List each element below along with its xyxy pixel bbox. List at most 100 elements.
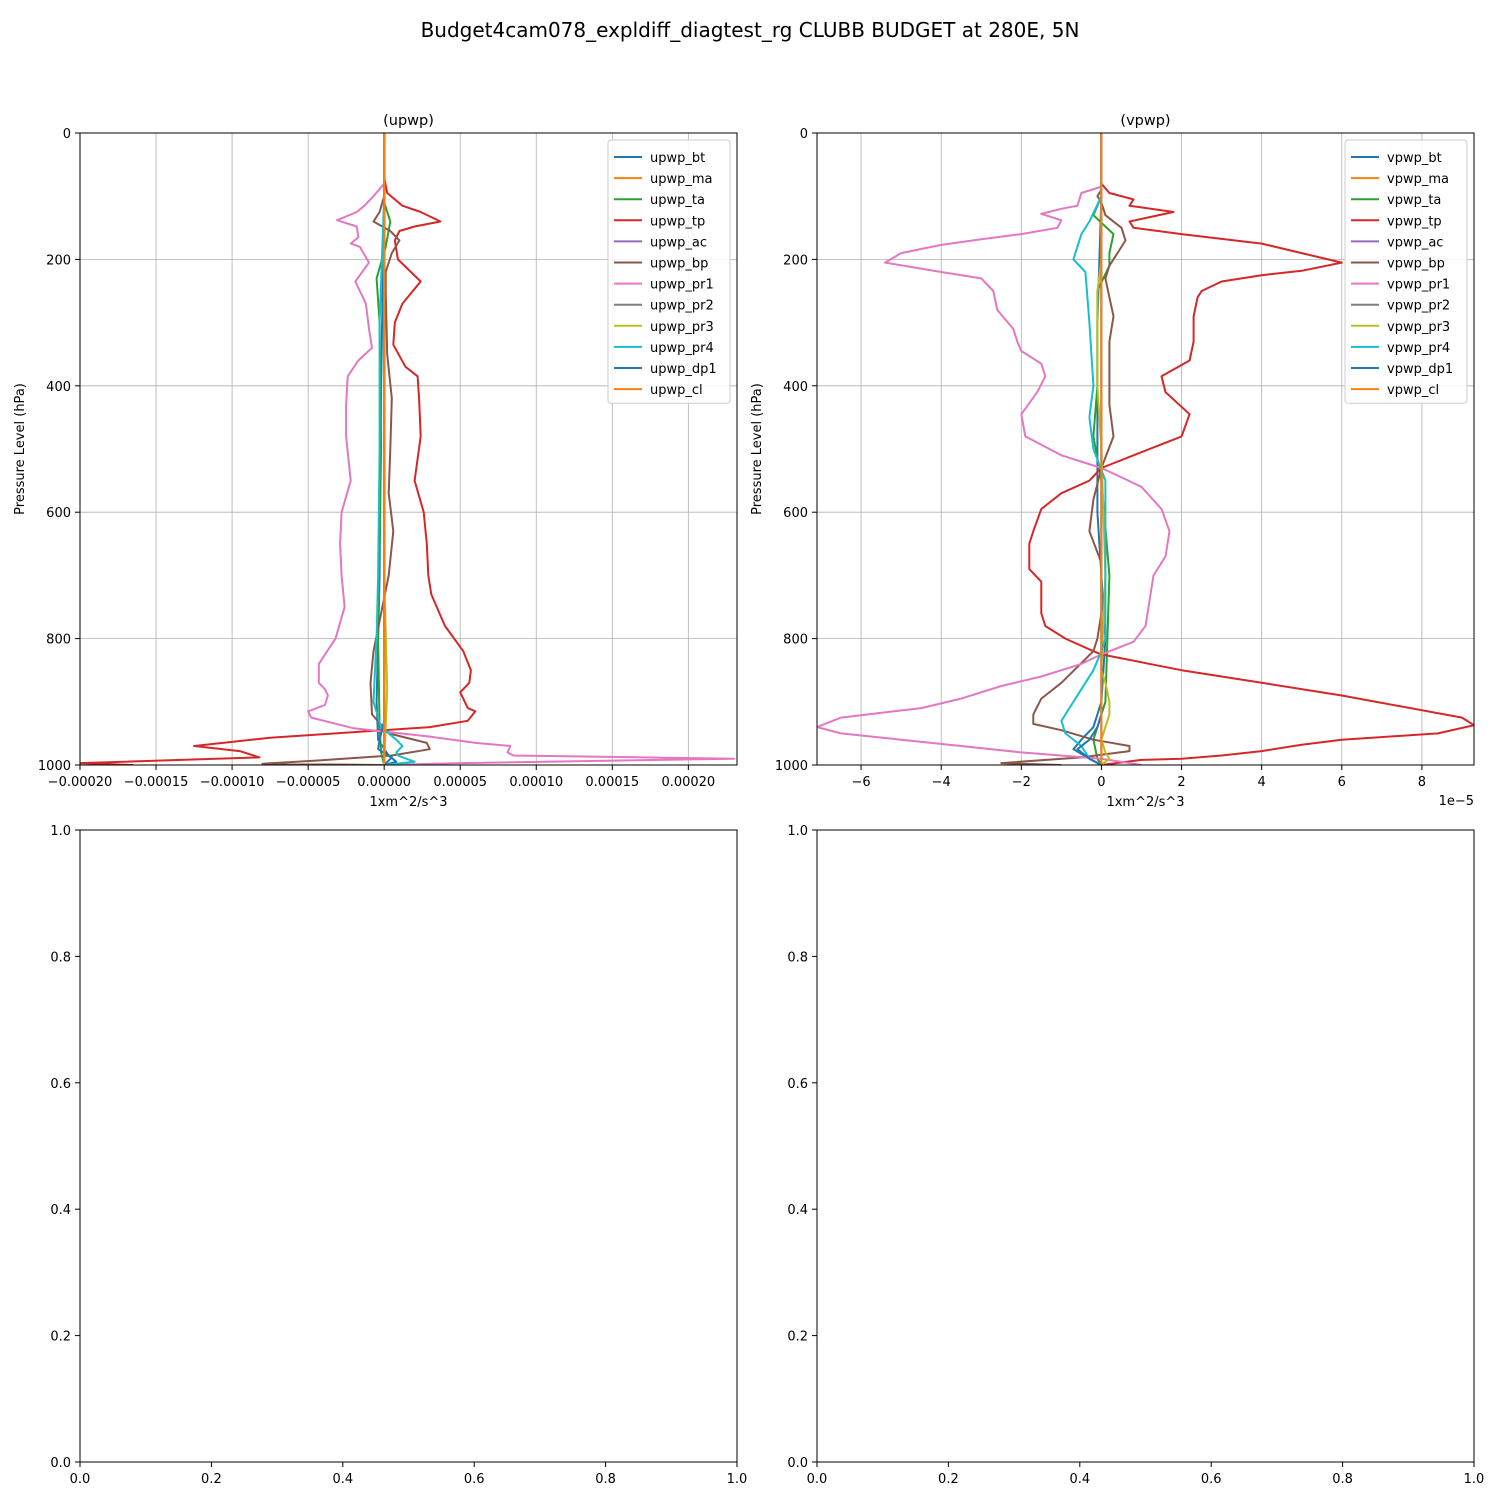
x-tick-label: 0.0: [70, 1472, 91, 1487]
x-tick-label: 0.6: [1201, 1472, 1222, 1487]
legend-label-upwp_ac: upwp_ac: [650, 235, 707, 250]
legend-label-vpwp_pr1: vpwp_pr1: [1387, 278, 1450, 293]
legend-label-upwp_dp1: upwp_dp1: [650, 362, 717, 377]
y-tick-label: 0.6: [787, 1077, 808, 1092]
series-group: [817, 133, 1474, 765]
legend-box: [1344, 139, 1468, 404]
y-tick-label: 0.6: [50, 1077, 71, 1092]
legend-label-upwp_tp: upwp_tp: [650, 214, 705, 229]
series-line-vpwp_pr4: [1060, 133, 1107, 765]
y-tick-label: 600: [46, 506, 71, 521]
x-tick-label: 0.8: [595, 1472, 616, 1487]
y-tick-label: 0.2: [50, 1330, 71, 1345]
y-tick-label: 0.4: [787, 1203, 808, 1218]
y-axis-label: Pressure Level (hPa): [750, 383, 765, 515]
x-tick-label: 0.00000: [357, 775, 411, 790]
x-tick-label: 0.4: [332, 1472, 353, 1487]
legend-label-vpwp_ac: vpwp_ac: [1387, 235, 1443, 250]
legend-label-upwp_pr2: upwp_pr2: [650, 299, 714, 314]
figure-title: Budget4cam078_expldiff_diagtest_rg CLUBB…: [421, 18, 1080, 42]
y-tick-label: 1.0: [50, 824, 71, 839]
y-tick-label: 1.0: [787, 824, 808, 839]
legend-label-vpwp_bp: vpwp_bp: [1387, 257, 1445, 272]
legend-label-upwp_bt: upwp_bt: [650, 151, 705, 166]
chart-title: (vpwp): [1120, 113, 1170, 129]
legend-label-upwp_cl: upwp_cl: [650, 383, 703, 398]
x-tick-label: 0.2: [201, 1472, 222, 1487]
x-tick-label: −0.00015: [124, 775, 189, 790]
y-tick-label: 200: [783, 253, 808, 268]
y-tick-label: 0.0: [50, 1456, 71, 1471]
x-tick-label: −0.00020: [48, 775, 113, 790]
y-tick-label: 200: [46, 253, 71, 268]
y-tick-label: 400: [46, 380, 71, 395]
legend-label-upwp_ma: upwp_ma: [650, 172, 713, 187]
legend-label-vpwp_pr4: vpwp_pr4: [1387, 341, 1450, 356]
x-tick-label: −6: [851, 775, 870, 790]
x-tick-label: 0.6: [464, 1472, 485, 1487]
y-tick-label: 0.0: [787, 1456, 808, 1471]
panel-empty-lower-left: 0.0 0.2 0.4 0.6 0.8 1.0 0.0 0.2 0.4 0.6 0.8 1.0: [50, 824, 747, 1487]
y-axis-label: Pressure Level (hPa): [13, 383, 28, 515]
x-tick-label: 0.00010: [509, 775, 563, 790]
series-line-upwp_pr1: [307, 133, 735, 765]
chart-title: (upwp): [383, 113, 434, 129]
x-tick-label: 0.00015: [585, 775, 639, 790]
x-tick-label: 0.2: [938, 1472, 959, 1487]
x-tick-label: 0.0: [807, 1472, 828, 1487]
y-tick-label: 800: [46, 633, 71, 648]
legend-label-vpwp_pr2: vpwp_pr2: [1387, 299, 1450, 314]
legend-label-upwp_pr1: upwp_pr1: [650, 278, 714, 293]
y-tick-label: 0: [800, 127, 808, 142]
x-tick-label: 4: [1258, 775, 1266, 790]
x-tick-label: 8: [1418, 775, 1426, 790]
x-axis-label: 1xm^2/s^3: [369, 795, 447, 810]
x-tick-label: 0.4: [1069, 1472, 1090, 1487]
x-tick-label: −2: [1012, 775, 1031, 790]
y-tick-label: 0.4: [50, 1203, 71, 1218]
x-tick-label: −4: [932, 775, 951, 790]
x-tick-label: 1.0: [1464, 1472, 1485, 1487]
y-tick-label: 1000: [775, 759, 808, 774]
axes-frame: [816, 829, 1475, 1463]
x-axis-label: 1xm^2/s^3: [1106, 795, 1184, 810]
x-tick-label: 0.8: [1332, 1472, 1353, 1487]
legend-label-upwp_ta: upwp_ta: [650, 193, 705, 208]
legend-label-upwp_pr3: upwp_pr3: [650, 320, 714, 335]
x-offset-text: 1e−5: [1439, 794, 1474, 809]
x-tick-label: 0.00020: [661, 775, 715, 790]
y-tick-label: 0.8: [50, 950, 71, 965]
series-line-upwp_tp: [80, 133, 477, 765]
x-tick-label: −0.00010: [200, 775, 265, 790]
legend-label-vpwp_dp1: vpwp_dp1: [1387, 362, 1453, 377]
series-line-upwp_bp: [261, 133, 431, 765]
legend-label-vpwp_tp: vpwp_tp: [1387, 214, 1442, 229]
y-tick-label: 0: [63, 127, 71, 142]
legend-label-vpwp_ma: vpwp_ma: [1387, 172, 1449, 187]
legend-label-vpwp_bt: vpwp_bt: [1387, 151, 1442, 166]
legend-box: [607, 139, 731, 404]
series-line-vpwp_pr1: [817, 133, 1171, 765]
legend-label-vpwp_pr3: vpwp_pr3: [1387, 320, 1450, 335]
legend-label-vpwp_cl: vpwp_cl: [1387, 383, 1439, 398]
legend-label-vpwp_ta: vpwp_ta: [1387, 193, 1441, 208]
legend-label-upwp_bp: upwp_bp: [650, 257, 708, 272]
series-group: [80, 133, 735, 765]
panel-upwp: −0.00020 −0.00015 −0.00010 −0.00005 0.00000 0…: [13, 113, 738, 810]
x-tick-label: −0.00005: [276, 775, 341, 790]
series-line-vpwp_tp: [1028, 133, 1474, 765]
panel-vpwp: −6 −4 −2 0 2 4 6 8 0 200 400 600 800 1000 (vpwp) 1xm^2/…: [750, 113, 1475, 810]
y-tick-label: 0.8: [787, 950, 808, 965]
axes-frame: [79, 829, 738, 1463]
axes-frame: [79, 132, 738, 766]
y-tick-label: 1000: [38, 759, 71, 774]
y-tick-label: 400: [783, 380, 808, 395]
y-tick-label: 600: [783, 506, 808, 521]
x-tick-label: 0.00005: [433, 775, 487, 790]
series-line-vpwp_pr3: [1096, 133, 1111, 765]
series-line-upwp_pr4: [372, 133, 416, 765]
panel-empty-lower-right: 0.0 0.2 0.4 0.6 0.8 1.0 0.0 0.2 0.4 0.6 0.8 1.0: [787, 824, 1484, 1487]
series-line-upwp_bt: [375, 133, 398, 765]
